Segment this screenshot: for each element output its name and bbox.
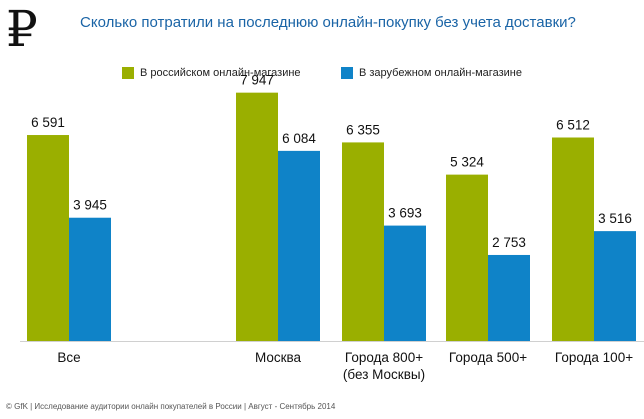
bar-foreign-1 — [278, 150, 320, 341]
legend-label-foreign: В зарубежном онлайн-магазине — [359, 67, 522, 79]
bar-foreign-0 — [69, 217, 111, 341]
legend-swatch-foreign — [341, 67, 353, 79]
legend-item-russian: В российском онлайн-магазине — [122, 63, 301, 83]
legend-swatch-russian — [122, 67, 134, 79]
value-label-russian-3: 5 324 — [450, 155, 484, 170]
category-label-3: Города 500+ — [448, 350, 528, 365]
category-label-1: Москва — [254, 350, 302, 365]
bar-foreign-4 — [594, 231, 636, 341]
ruble-sign: ₽ — [6, 0, 38, 58]
footer-note: © GfK | Исследование аудитории онлайн по… — [6, 402, 336, 411]
value-label-foreign-1: 6 084 — [282, 131, 316, 146]
value-label-foreign-2: 3 693 — [388, 206, 422, 221]
chart-title: Сколько потратили на последнюю онлайн-по… — [80, 14, 576, 31]
value-label-russian-4: 6 512 — [556, 118, 590, 133]
value-label-russian-0: 6 591 — [31, 115, 65, 130]
legend-item-foreign: В зарубежном онлайн-магазине — [341, 63, 522, 83]
bar-foreign-2 — [384, 225, 426, 341]
legend-label-russian: В российском онлайн-магазине — [140, 67, 301, 79]
category-label-2: Города 800+ (без Москвы) — [342, 350, 426, 382]
bar-russian-3 — [446, 174, 488, 341]
category-label-0: Все — [57, 350, 81, 365]
bar-russian-2 — [342, 142, 384, 341]
bar-russian-1 — [236, 92, 278, 341]
value-label-russian-2: 6 355 — [346, 122, 380, 137]
value-label-foreign-4: 3 516 — [598, 211, 632, 226]
bar-foreign-3 — [488, 254, 530, 341]
value-label-foreign-3: 2 753 — [492, 235, 526, 250]
legend: В российском онлайн-магазине В зарубежно… — [0, 63, 644, 83]
value-label-foreign-0: 3 945 — [73, 198, 107, 213]
bar-russian-0 — [27, 135, 69, 341]
value-label-russian-1: 7 947 — [240, 73, 274, 88]
category-label-4: Города 100+ — [554, 350, 634, 365]
bar-russian-4 — [552, 137, 594, 341]
